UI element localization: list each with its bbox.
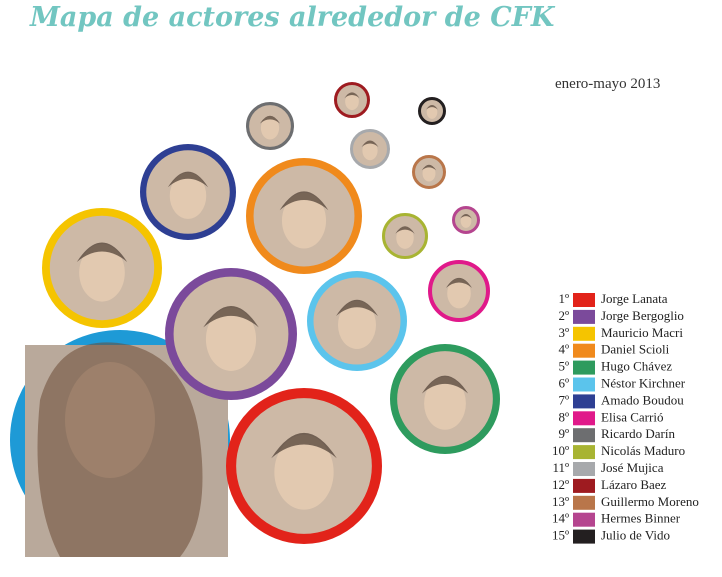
legend-swatch xyxy=(573,394,595,409)
bubble-face xyxy=(396,226,414,249)
bubble-face xyxy=(205,307,257,371)
bubbles xyxy=(42,82,501,545)
legend-swatch xyxy=(573,377,595,392)
bubble-face xyxy=(338,301,376,349)
legend-swatch xyxy=(573,293,595,307)
bubble-face xyxy=(79,243,125,302)
bubble-hair xyxy=(421,164,437,171)
legend-rank: 6º xyxy=(558,375,569,390)
bubble-hair xyxy=(259,115,281,124)
legend-swatch xyxy=(573,309,595,324)
bubble-hair xyxy=(445,277,473,288)
legend-swatch xyxy=(573,462,595,476)
legend-name: Ricardo Darín xyxy=(601,426,676,441)
bubble-face xyxy=(260,116,280,140)
bubble-face xyxy=(362,141,378,161)
legend-name: Hugo Chávez xyxy=(601,359,672,374)
legend-name: Néstor Kirchner xyxy=(601,375,686,390)
legend-swatch xyxy=(573,512,595,527)
bubble-face xyxy=(345,92,359,111)
bubble-hair xyxy=(271,432,337,459)
bubble-hair xyxy=(421,375,469,394)
subtitle: enero-mayo 2013 xyxy=(555,76,660,92)
legend-name: Jorge Lanata xyxy=(601,291,668,306)
bubble-face xyxy=(169,172,207,219)
legend-rank: 11º xyxy=(552,460,569,475)
bubble-face xyxy=(281,192,327,249)
legend-swatch xyxy=(573,428,595,443)
legend-swatch xyxy=(573,445,595,460)
legend-rank: 15º xyxy=(552,528,569,543)
bubble-face xyxy=(460,214,472,228)
legend-swatch xyxy=(573,478,595,493)
bubble-face xyxy=(422,165,436,182)
legend-rank: 2º xyxy=(558,308,569,323)
legend-swatch xyxy=(573,360,595,375)
legend-rank: 7º xyxy=(558,392,569,407)
legend-name: Lázaro Baez xyxy=(601,477,667,492)
legend-rank: 10º xyxy=(552,443,569,458)
legend-swatch xyxy=(573,326,595,341)
bubble-hair xyxy=(76,242,128,262)
bubble-hair xyxy=(203,305,259,328)
legend-rank: 9º xyxy=(558,426,569,441)
legend: 1º Jorge Lanata 2º Jorge Bergoglio 3º Maurici… xyxy=(552,291,699,544)
legend-name: Daniel Scioli xyxy=(601,342,670,357)
legend-rank: 5º xyxy=(558,359,569,374)
bubble-hair xyxy=(361,140,379,147)
bubble-hair xyxy=(167,171,209,188)
legend-swatch xyxy=(573,411,595,426)
legend-swatch xyxy=(573,343,595,358)
legend-name: Mauricio Macri xyxy=(601,325,683,340)
bubble-face xyxy=(274,434,334,510)
bubble-hair xyxy=(279,191,329,211)
bubble-hair xyxy=(395,226,415,234)
legend-rank: 12º xyxy=(552,477,569,492)
legend-name: Amado Boudou xyxy=(601,392,684,407)
bubble-face xyxy=(424,377,466,430)
legend-name: Hermes Binner xyxy=(601,511,681,526)
legend-swatch xyxy=(573,529,595,544)
bubble-face xyxy=(447,278,471,309)
bubble-hair xyxy=(344,92,360,99)
legend-name: Jorge Bergoglio xyxy=(601,308,684,323)
bubble-hair xyxy=(460,214,472,219)
legend-name: José Mujica xyxy=(601,460,664,475)
legend-name: Elisa Carrió xyxy=(601,409,663,424)
legend-rank: 14º xyxy=(552,511,569,526)
legend-name: Guillermo Moreno xyxy=(601,494,699,509)
legend-swatch xyxy=(573,495,595,510)
cfk-hair xyxy=(37,342,203,557)
legend-rank: 8º xyxy=(558,409,569,424)
legend-rank: 13º xyxy=(552,494,569,509)
legend-name: Julio de Vido xyxy=(601,528,670,543)
legend-rank: 4º xyxy=(558,342,569,357)
title: Mapa de actores alrededor de CFK xyxy=(29,2,556,33)
legend-rank: 1º xyxy=(558,291,569,306)
bubble-face xyxy=(426,105,438,119)
legend-rank: 3º xyxy=(558,325,569,340)
bubble-hair xyxy=(426,105,438,110)
legend-name: Nicolás Maduro xyxy=(601,443,685,458)
bubble-hair xyxy=(336,299,378,316)
